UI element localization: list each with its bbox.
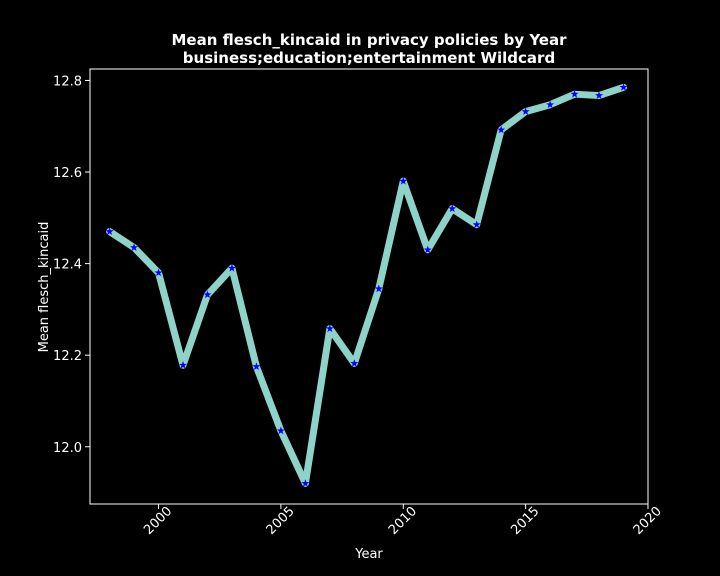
y-tick-label: 12.2 bbox=[53, 349, 82, 364]
data-point-marker bbox=[276, 426, 285, 435]
chart-title: Mean flesch_kincaid in privacy policies … bbox=[171, 31, 567, 49]
series-line bbox=[106, 83, 628, 487]
data-point-marker bbox=[105, 227, 114, 235]
y-tick-label: 12.6 bbox=[53, 166, 82, 181]
y-tick-label: 12.8 bbox=[53, 74, 82, 89]
plot-frame bbox=[89, 68, 649, 505]
y-tick-label: 12.0 bbox=[53, 441, 82, 456]
data-point-marker bbox=[399, 176, 408, 185]
y-axis-label: Mean flesch_kincaid bbox=[37, 222, 52, 353]
data-point-marker bbox=[619, 83, 628, 91]
data-point-marker bbox=[350, 359, 359, 367]
data-point-marker bbox=[227, 263, 236, 272]
data-point-marker bbox=[374, 284, 383, 293]
data-point-marker bbox=[179, 361, 187, 369]
data-point-marker bbox=[546, 100, 555, 109]
data-point-marker bbox=[325, 324, 334, 333]
data-point-marker bbox=[570, 89, 579, 98]
data-point-marker bbox=[472, 220, 481, 229]
data-point-marker bbox=[130, 243, 139, 251]
data-point-marker bbox=[203, 290, 212, 299]
y-tick-label: 12.4 bbox=[53, 258, 82, 273]
data-point-marker bbox=[154, 268, 163, 277]
chart-subtitle: business;education;entertainment Wildcar… bbox=[183, 49, 555, 67]
data-point-marker bbox=[448, 204, 457, 213]
data-point-marker bbox=[497, 125, 506, 134]
data-point-marker bbox=[595, 91, 604, 99]
data-point-marker bbox=[252, 362, 261, 371]
data-point-marker bbox=[301, 479, 310, 487]
x-axis-label: Year bbox=[354, 547, 383, 562]
data-point-marker bbox=[423, 245, 432, 254]
data-point-marker bbox=[521, 107, 530, 115]
